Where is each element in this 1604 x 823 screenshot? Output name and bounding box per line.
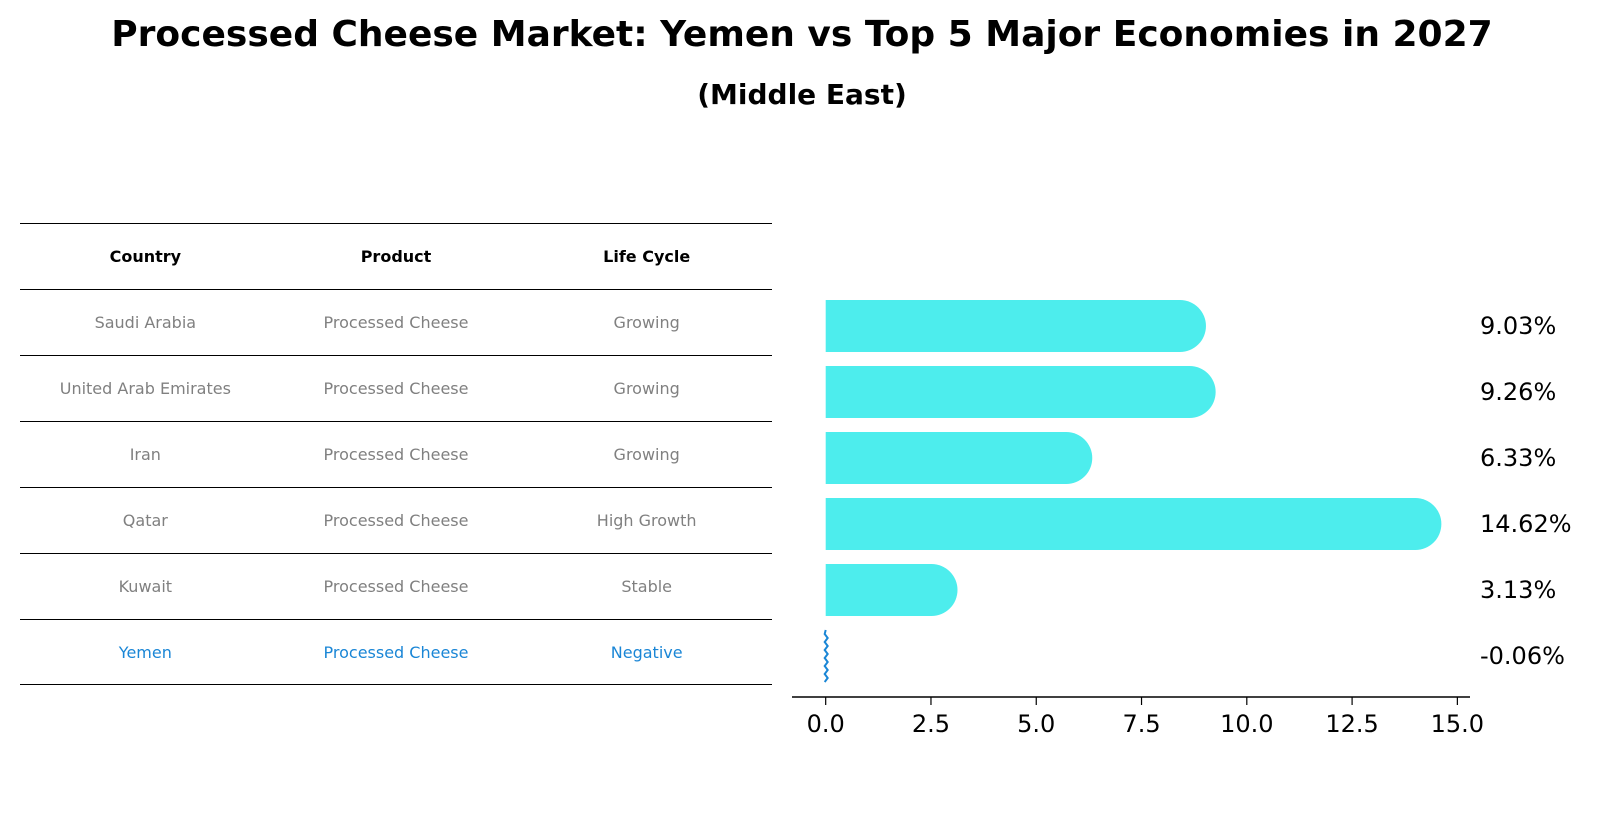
table-row: Qatar Processed Cheese High Growth	[20, 487, 772, 553]
bar-0	[825, 300, 1206, 352]
table-row: United Arab Emirates Processed Cheese Gr…	[20, 355, 772, 421]
cell-life-cycle: Growing	[613, 313, 680, 332]
value-label-4: 3.13%	[1480, 576, 1556, 604]
value-label-5: -0.06%	[1480, 642, 1565, 670]
bar-3	[825, 498, 1442, 550]
cell-product: Processed Cheese	[323, 445, 469, 464]
cell-product: Processed Cheese	[323, 511, 469, 530]
cell-country: Saudi Arabia	[94, 313, 197, 332]
cell-country: Iran	[129, 445, 161, 464]
cell-life-cycle: Growing	[613, 379, 680, 398]
header-country: Country	[109, 247, 182, 266]
bar-1	[825, 366, 1216, 418]
value-label-2: 6.33%	[1480, 444, 1556, 472]
x-tick-label-6: 15.0	[1431, 710, 1484, 738]
data-table: Country Product Life Cycle Saudi Arabia …	[20, 223, 772, 685]
bar-2	[825, 432, 1093, 484]
x-tick-label-5: 12.5	[1325, 710, 1378, 738]
chart-subtitle: (Middle East)	[697, 78, 907, 111]
x-tick-label-0: 0.0	[807, 710, 845, 738]
header-product: Product	[360, 247, 432, 266]
table-row: Kuwait Processed Cheese Stable	[20, 553, 772, 619]
chart-title: Processed Cheese Market: Yemen vs Top 5 …	[111, 14, 1493, 55]
cell-product: Processed Cheese	[323, 313, 469, 332]
x-tick-label-3: 7.5	[1122, 710, 1160, 738]
table-header-row: Country Product Life Cycle	[20, 223, 772, 289]
cell-product: Processed Cheese	[323, 379, 469, 398]
cell-product: Processed Cheese	[323, 577, 469, 596]
cell-life-cycle: Stable	[621, 577, 673, 596]
cell-life-cycle: Growing	[613, 445, 680, 464]
cell-country: Yemen	[118, 642, 172, 662]
cell-country: Qatar	[122, 511, 168, 530]
bar-5	[823, 629, 829, 683]
table-row-highlighted: Yemen Processed Cheese Negative	[20, 619, 772, 685]
cell-country: United Arab Emirates	[59, 379, 231, 398]
cell-country: Kuwait	[118, 577, 173, 596]
bar-4	[825, 564, 958, 616]
table-row: Iran Processed Cheese Growing	[20, 421, 772, 487]
header-life-cycle: Life Cycle	[603, 247, 691, 266]
x-tick-label-4: 10.0	[1220, 710, 1273, 738]
x-tick-label-2: 5.0	[1017, 710, 1055, 738]
table-row: Saudi Arabia Processed Cheese Growing	[20, 289, 772, 355]
x-tick-label-1: 2.5	[912, 710, 950, 738]
value-label-3: 14.62%	[1480, 510, 1572, 538]
value-label-0: 9.03%	[1480, 312, 1556, 340]
value-label-1: 9.26%	[1480, 378, 1556, 406]
cell-life-cycle: High Growth	[596, 511, 697, 530]
cell-life-cycle: Negative	[610, 642, 683, 662]
cell-product: Processed Cheese	[323, 642, 469, 662]
